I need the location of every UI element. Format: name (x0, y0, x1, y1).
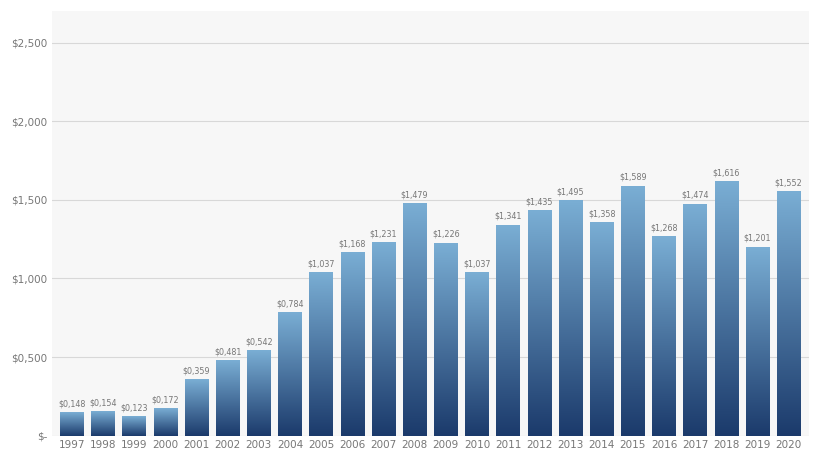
Text: $0,148: $0,148 (58, 400, 85, 408)
Text: $1,231: $1,231 (369, 229, 396, 238)
Text: $0,481: $0,481 (214, 347, 241, 356)
Text: $0,123: $0,123 (120, 403, 147, 413)
Text: $1,037: $1,037 (463, 260, 490, 269)
Text: $1,552: $1,552 (774, 179, 802, 188)
Text: $1,435: $1,435 (525, 197, 552, 206)
Text: $1,168: $1,168 (338, 239, 365, 248)
Text: $1,226: $1,226 (432, 230, 459, 239)
Text: $1,268: $1,268 (649, 224, 676, 232)
Text: $1,474: $1,474 (681, 191, 708, 200)
Text: $1,037: $1,037 (307, 260, 334, 269)
Text: $1,616: $1,616 (712, 169, 739, 177)
Text: $1,358: $1,358 (587, 209, 614, 218)
Text: $0,154: $0,154 (89, 399, 116, 408)
Text: $0,172: $0,172 (152, 396, 179, 405)
Text: $1,341: $1,341 (494, 212, 521, 221)
Text: $1,479: $1,479 (400, 190, 428, 199)
Text: $1,201: $1,201 (743, 234, 771, 243)
Text: $1,589: $1,589 (618, 173, 646, 182)
Text: $0,359: $0,359 (183, 366, 210, 375)
Text: $0,542: $0,542 (245, 337, 272, 347)
Text: $1,495: $1,495 (556, 188, 584, 197)
Text: $0,784: $0,784 (276, 300, 303, 308)
